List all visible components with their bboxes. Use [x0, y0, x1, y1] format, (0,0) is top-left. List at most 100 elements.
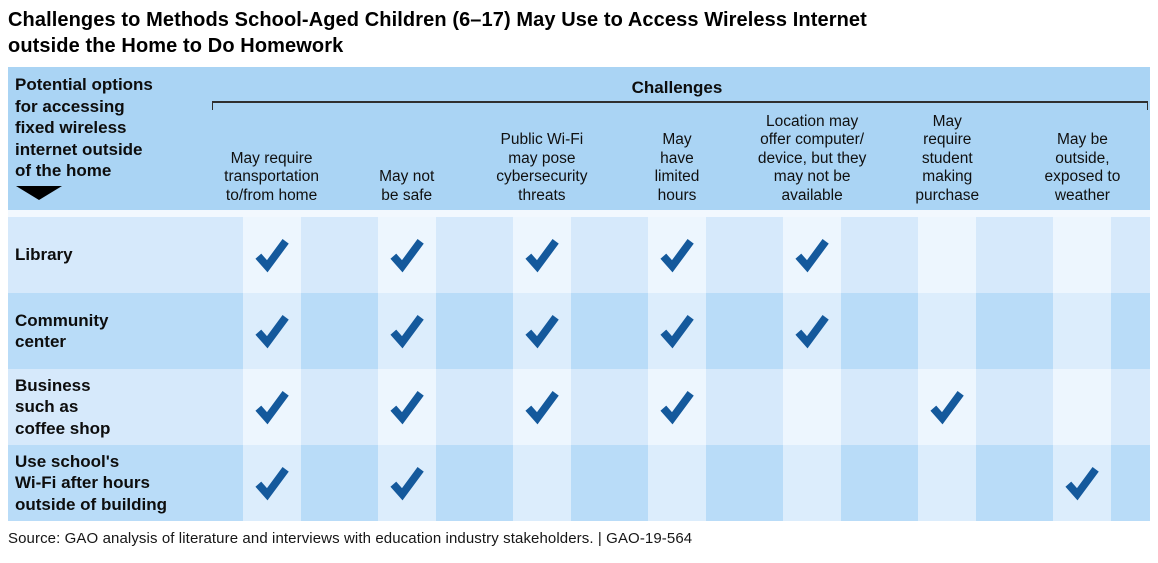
check-icon — [660, 239, 694, 273]
check-band-empty — [783, 445, 842, 521]
check-icon — [255, 239, 289, 273]
check-band-checked — [242, 293, 301, 369]
check-cell — [474, 217, 609, 293]
challenge-column-header-6: May require student making purchase — [915, 112, 980, 204]
challenges-table: Potential options for accessing fixed wi… — [8, 67, 1150, 521]
check-band-empty — [512, 445, 571, 521]
check-cell — [204, 293, 339, 369]
check-cell — [745, 293, 880, 369]
challenges-group-label: Challenges — [631, 78, 723, 97]
check-cell — [609, 217, 744, 293]
check-cell — [1015, 217, 1150, 293]
challenge-column-header-2: May not be safe — [379, 168, 435, 204]
check-cell — [745, 369, 880, 445]
source-note: Source: GAO analysis of literature and i… — [8, 530, 693, 547]
check-cell — [1015, 369, 1150, 445]
table-row: Use school's Wi-Fi after hours outside o… — [8, 445, 1150, 521]
check-icon — [390, 239, 424, 273]
check-cell — [1015, 293, 1150, 369]
check-icon — [660, 315, 694, 349]
table-row: Business such as coffee shop — [8, 369, 1150, 445]
check-band-checked — [242, 369, 301, 445]
row-label: Business such as coffee shop — [15, 375, 111, 438]
figure: Challenges to Methods School-Aged Childr… — [8, 9, 1150, 547]
check-cell — [880, 445, 1015, 521]
check-cell — [474, 445, 609, 521]
check-band-checked — [512, 293, 571, 369]
row-label: Community center — [15, 310, 109, 352]
check-band-empty — [783, 369, 842, 445]
check-band-checked — [1053, 445, 1112, 521]
row-label: Library — [15, 245, 73, 265]
row-axis-header-label: Potential options for accessing fixed wi… — [15, 75, 153, 180]
check-icon — [525, 239, 559, 273]
check-band-checked — [783, 217, 842, 293]
challenge-column-header-4: May have limited hours — [654, 131, 700, 204]
check-cell — [609, 369, 744, 445]
check-icon — [930, 391, 965, 425]
check-cell — [339, 445, 474, 521]
bracket-icon — [212, 101, 1148, 110]
check-cell — [204, 369, 339, 445]
down-triangle-icon — [16, 185, 62, 200]
check-cell — [609, 445, 744, 521]
check-icon — [390, 467, 424, 501]
check-band-empty — [918, 217, 977, 293]
check-icon — [255, 467, 289, 501]
check-band-checked — [783, 293, 842, 369]
check-icon — [390, 315, 424, 349]
check-icon — [525, 315, 559, 349]
check-cell — [1015, 445, 1150, 521]
check-band-checked — [377, 217, 436, 293]
check-cell — [880, 217, 1015, 293]
check-band-empty — [1053, 293, 1112, 369]
check-icon — [255, 315, 289, 349]
check-cell — [880, 369, 1015, 445]
challenge-column-header-7: May be outside, exposed to weather — [1044, 131, 1121, 204]
row-axis-header: Potential options for accessing fixed wi… — [8, 67, 204, 210]
check-band-checked — [242, 445, 301, 521]
table-row: Library — [8, 217, 1150, 293]
table-body: Library Community center Business such as … — [8, 217, 1150, 521]
check-cell — [339, 369, 474, 445]
figure-title: Challenges to Methods School-Aged Childr… — [8, 9, 867, 57]
check-cell — [745, 217, 880, 293]
check-cell — [609, 293, 744, 369]
check-cell — [339, 217, 474, 293]
check-band-checked — [647, 293, 706, 369]
check-band-checked — [242, 217, 301, 293]
row-label: Use school's Wi-Fi after hours outside o… — [15, 451, 168, 514]
check-band-checked — [647, 217, 706, 293]
check-cell — [204, 217, 339, 293]
check-band-empty — [918, 293, 977, 369]
challenge-column-header-1: May require transportation to/from home — [224, 149, 319, 204]
check-cell — [474, 293, 609, 369]
check-icon — [255, 391, 289, 425]
check-band-checked — [512, 217, 571, 293]
challenges-header-group: Challenges May require transportation to… — [204, 67, 1150, 210]
check-band-empty — [1053, 217, 1112, 293]
check-icon — [795, 239, 829, 273]
check-cell — [745, 445, 880, 521]
check-band-empty — [1053, 369, 1112, 445]
check-band-checked — [377, 445, 436, 521]
check-cell — [880, 293, 1015, 369]
check-cell — [339, 293, 474, 369]
check-band-empty — [647, 445, 706, 521]
check-band-checked — [377, 369, 436, 445]
table-header: Potential options for accessing fixed wi… — [8, 67, 1150, 217]
check-cell — [474, 369, 609, 445]
check-icon — [660, 391, 694, 425]
check-icon — [390, 391, 424, 425]
check-cell — [204, 445, 339, 521]
challenge-column-header-3: Public Wi-Fi may pose cybersecurity thre… — [496, 131, 588, 204]
check-band-checked — [512, 369, 571, 445]
check-band-checked — [377, 293, 436, 369]
challenge-column-header-5: Location may offer computer/ device, but… — [757, 112, 867, 204]
check-band-empty — [918, 445, 977, 521]
column-headers: May require transportation to/from home M… — [204, 110, 1150, 210]
check-icon — [525, 391, 559, 425]
check-icon — [795, 315, 829, 349]
table-row: Community center — [8, 293, 1150, 369]
check-band-checked — [918, 369, 977, 445]
